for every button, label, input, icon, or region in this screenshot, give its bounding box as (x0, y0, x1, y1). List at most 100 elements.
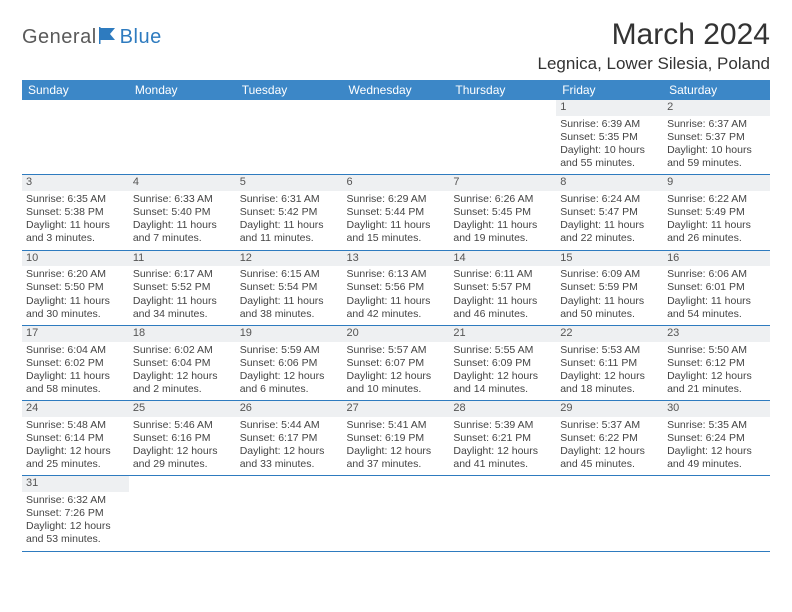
daylight-text: Daylight: 12 hours and 53 minutes. (26, 520, 125, 546)
sunset-text: Sunset: 6:02 PM (26, 357, 125, 370)
sunset-text: Sunset: 5:50 PM (26, 281, 125, 294)
sunrise-text: Sunrise: 6:35 AM (26, 193, 125, 206)
calendar-cell: 19Sunrise: 5:59 AMSunset: 6:06 PMDayligh… (236, 325, 343, 400)
day-number: 16 (663, 251, 770, 267)
daylight-text: Daylight: 11 hours and 42 minutes. (347, 295, 446, 321)
sunrise-text: Sunrise: 6:04 AM (26, 344, 125, 357)
calendar-cell-empty (236, 100, 343, 175)
calendar-cell: 3Sunrise: 6:35 AMSunset: 5:38 PMDaylight… (22, 175, 129, 250)
day-header: Friday (556, 80, 663, 100)
sunset-text: Sunset: 5:59 PM (560, 281, 659, 294)
calendar-cell: 20Sunrise: 5:57 AMSunset: 6:07 PMDayligh… (343, 325, 450, 400)
day-number: 8 (556, 175, 663, 191)
calendar-table: SundayMondayTuesdayWednesdayThursdayFrid… (22, 80, 770, 552)
sunrise-text: Sunrise: 6:17 AM (133, 268, 232, 281)
calendar-cell: 11Sunrise: 6:17 AMSunset: 5:52 PMDayligh… (129, 250, 236, 325)
calendar-week-row: 1 Sunrise: 6:39 AMSunset: 5:35 PM Daylight… (22, 100, 770, 175)
sunrise-text: Sunrise: 6:15 AM (240, 268, 339, 281)
sunrise-text: Sunrise: 5:55 AM (453, 344, 552, 357)
day-number: 28 (449, 401, 556, 417)
sunset-text: Sunset: 5:37 PM (667, 131, 766, 144)
sunset-text: Sunset: 6:17 PM (240, 432, 339, 445)
calendar-cell: 12Sunrise: 6:15 AMSunset: 5:54 PMDayligh… (236, 250, 343, 325)
sunset-text: Sunset: 6:24 PM (667, 432, 766, 445)
sunset-text: Sunset: 6:14 PM (26, 432, 125, 445)
daylight-text: Daylight: 12 hours and 45 minutes. (560, 445, 659, 471)
daylight-text: Daylight: 12 hours and 41 minutes. (453, 445, 552, 471)
calendar-cell-empty (449, 476, 556, 551)
calendar-week-row: 17Sunrise: 6:04 AMSunset: 6:02 PMDayligh… (22, 325, 770, 400)
calendar-cell: 13Sunrise: 6:13 AMSunset: 5:56 PMDayligh… (343, 250, 450, 325)
sunrise-text: Sunrise: 6:26 AM (453, 193, 552, 206)
day-number: 18 (129, 326, 236, 342)
sunrise-text: Sunrise: 5:53 AM (560, 344, 659, 357)
day-number: 30 (663, 401, 770, 417)
sunset-text: Sunset: 7:26 PM (26, 507, 125, 520)
header: General Blue March 2024 Legnica, Lower S… (22, 18, 770, 74)
sunrise-text: Sunrise: 5:35 AM (667, 419, 766, 432)
day-header: Monday (129, 80, 236, 100)
day-number: 1 (556, 100, 663, 116)
day-number: 7 (449, 175, 556, 191)
sunrise-text: Sunrise: 6:33 AM (133, 193, 232, 206)
daylight-text: Daylight: 12 hours and 2 minutes. (133, 370, 232, 396)
brand-text-2: Blue (120, 26, 162, 49)
daylight-text: Daylight: 12 hours and 33 minutes. (240, 445, 339, 471)
sunrise-text: Sunrise: 6:24 AM (560, 193, 659, 206)
calendar-cell: 21Sunrise: 5:55 AMSunset: 6:09 PMDayligh… (449, 325, 556, 400)
brand-text-1: General (22, 26, 97, 49)
daylight-text: Daylight: 12 hours and 6 minutes. (240, 370, 339, 396)
sunrise-text: Sunrise: 6:39 AM (560, 118, 659, 131)
day-number: 10 (22, 251, 129, 267)
day-number: 19 (236, 326, 343, 342)
daylight-text: Daylight: 11 hours and 58 minutes. (26, 370, 125, 396)
daylight-text: Daylight: 11 hours and 15 minutes. (347, 219, 446, 245)
sunrise-text: Sunrise: 5:48 AM (26, 419, 125, 432)
calendar-cell: 23Sunrise: 5:50 AMSunset: 6:12 PMDayligh… (663, 325, 770, 400)
daylight-text: Daylight: 12 hours and 18 minutes. (560, 370, 659, 396)
sunset-text: Sunset: 5:35 PM (560, 131, 659, 144)
sunset-text: Sunset: 5:38 PM (26, 206, 125, 219)
day-number: 3 (22, 175, 129, 191)
day-number: 27 (343, 401, 450, 417)
calendar-cell: 31Sunrise: 6:32 AMSunset: 7:26 PMDayligh… (22, 476, 129, 551)
sunset-text: Sunset: 6:22 PM (560, 432, 659, 445)
day-number: 26 (236, 401, 343, 417)
day-number: 22 (556, 326, 663, 342)
sunset-text: Sunset: 6:04 PM (133, 357, 232, 370)
sunset-text: Sunset: 5:54 PM (240, 281, 339, 294)
sunset-text: Sunset: 5:49 PM (667, 206, 766, 219)
calendar-week-row: 24Sunrise: 5:48 AMSunset: 6:14 PMDayligh… (22, 401, 770, 476)
sunrise-text: Sunrise: 6:06 AM (667, 268, 766, 281)
sunset-text: Sunset: 6:07 PM (347, 357, 446, 370)
day-number: 6 (343, 175, 450, 191)
day-number: 2 (663, 100, 770, 116)
calendar-body: 1 Sunrise: 6:39 AMSunset: 5:35 PM Daylight… (22, 100, 770, 551)
sunrise-text: Sunrise: 6:32 AM (26, 494, 125, 507)
day-number: 9 (663, 175, 770, 191)
calendar-week-row: 3 Sunrise: 6:35 AMSunset: 5:38 PM Daylight… (22, 175, 770, 250)
daylight-text: Daylight: 11 hours and 19 minutes. (453, 219, 552, 245)
sunrise-text: Sunrise: 6:13 AM (347, 268, 446, 281)
location-text: Legnica, Lower Silesia, Poland (538, 54, 770, 74)
calendar-cell-empty (343, 476, 450, 551)
calendar-cell: 8Sunrise: 6:24 AMSunset: 5:47 PMDaylight… (556, 175, 663, 250)
daylight-text: Daylight: 12 hours and 14 minutes. (453, 370, 552, 396)
calendar-cell-empty (449, 100, 556, 175)
sunrise-text: Sunrise: 6:11 AM (453, 268, 552, 281)
daylight-text: Daylight: 11 hours and 38 minutes. (240, 295, 339, 321)
sunset-text: Sunset: 5:45 PM (453, 206, 552, 219)
calendar-cell: 7 Sunrise: 6:26 AMSunset: 5:45 PMDaylight… (449, 175, 556, 250)
day-header: Tuesday (236, 80, 343, 100)
daylight-text: Daylight: 12 hours and 37 minutes. (347, 445, 446, 471)
sunset-text: Sunset: 5:47 PM (560, 206, 659, 219)
daylight-text: Daylight: 12 hours and 21 minutes. (667, 370, 766, 396)
day-header: Thursday (449, 80, 556, 100)
daylight-text: Daylight: 10 hours and 59 minutes. (667, 144, 766, 170)
day-number: 29 (556, 401, 663, 417)
sunset-text: Sunset: 6:06 PM (240, 357, 339, 370)
daylight-text: Daylight: 11 hours and 26 minutes. (667, 219, 766, 245)
sunrise-text: Sunrise: 5:57 AM (347, 344, 446, 357)
calendar-cell: 5Sunrise: 6:31 AMSunset: 5:42 PMDaylight… (236, 175, 343, 250)
sunset-text: Sunset: 6:01 PM (667, 281, 766, 294)
